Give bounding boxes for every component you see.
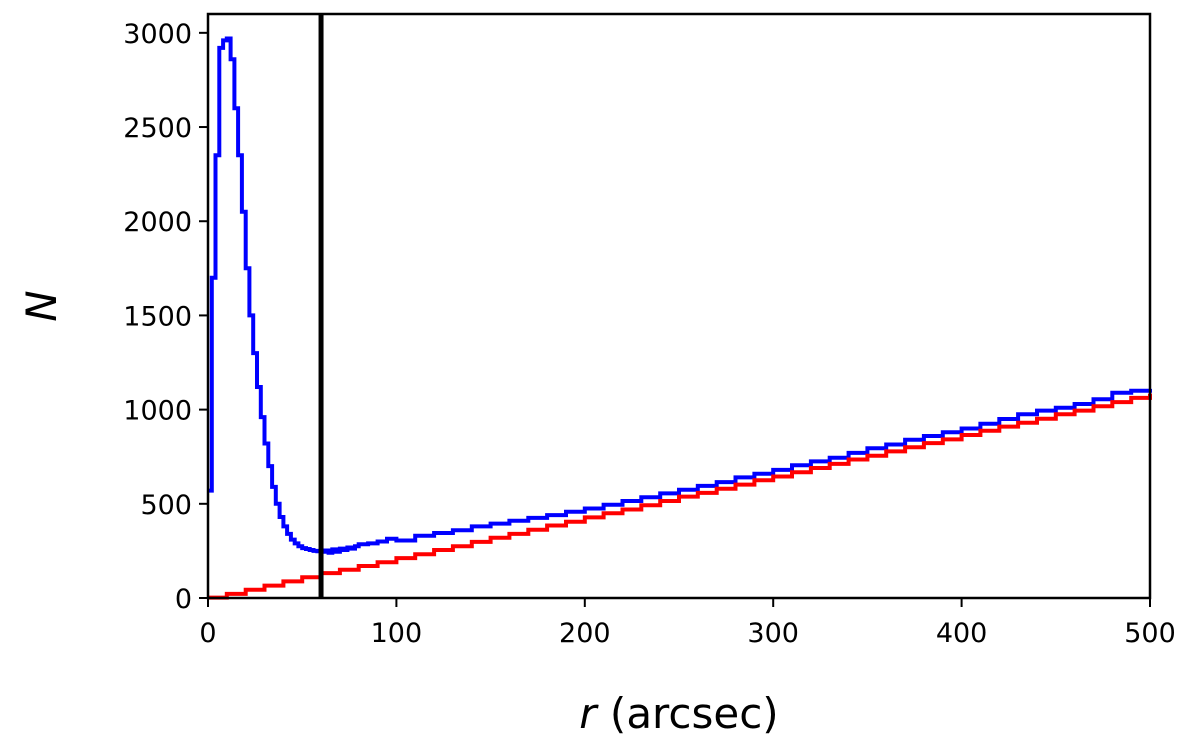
x-axis-ticks: 0 100 200 300 400 500 — [199, 598, 1176, 649]
y-tick-label: 0 — [175, 584, 192, 615]
x-tick-label: 100 — [371, 618, 423, 649]
x-tick-label: 300 — [747, 618, 799, 649]
plot-frame — [206, 12, 1152, 600]
y-tick-label: 3000 — [123, 19, 192, 50]
series-layer — [208, 36, 1152, 600]
y-tick-label: 500 — [140, 490, 192, 521]
y-tick-label: 1500 — [123, 301, 192, 332]
x-tick-label: 400 — [936, 618, 988, 649]
y-tick-label: 2500 — [123, 113, 192, 144]
y-tick-label: 2000 — [123, 207, 192, 238]
x-axis-label-unit: (arcsec) — [597, 689, 779, 738]
y-axis-label: N — [17, 290, 66, 321]
x-tick-label: 500 — [1124, 618, 1176, 649]
series-blue-histogram — [208, 36, 1152, 555]
series-red-histogram — [208, 393, 1152, 600]
x-axis-label-variable: r — [579, 689, 599, 738]
x-axis-label: r (arcsec) — [579, 689, 778, 738]
y-tick-label: 1000 — [123, 396, 192, 427]
x-tick-label: 0 — [199, 618, 216, 649]
x-tick-label: 200 — [559, 618, 611, 649]
y-axis-ticks: 0 500 1000 1500 2000 2500 3000 — [123, 19, 208, 615]
